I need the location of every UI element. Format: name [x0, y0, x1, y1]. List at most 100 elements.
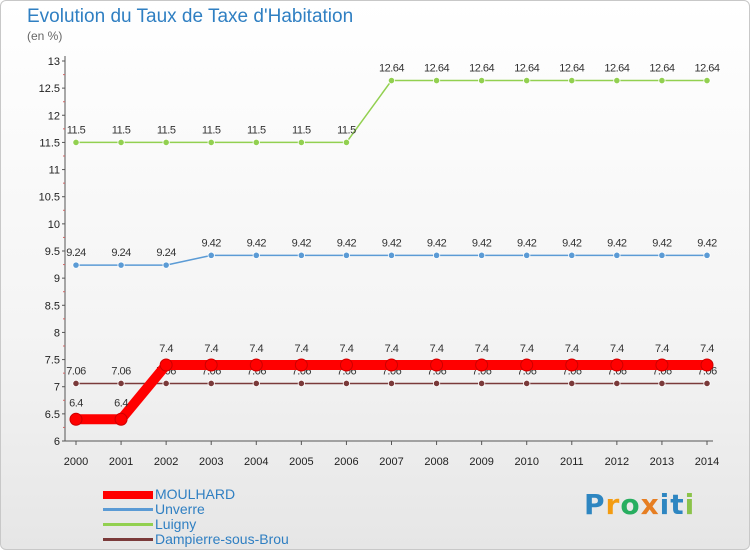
- data-point-2: [162, 138, 170, 147]
- data-label-2: 12.64: [604, 63, 629, 75]
- data-point-2: [432, 76, 441, 85]
- data-point-1: [613, 251, 621, 259]
- data-point-0: [613, 379, 621, 388]
- data-point-2: [523, 76, 531, 85]
- data-point-2: [387, 76, 396, 85]
- data-label-1: 9.42: [517, 237, 537, 249]
- data-point-0: [658, 379, 666, 388]
- data-point-0: [252, 379, 260, 388]
- data-label-1: 9.42: [697, 237, 717, 249]
- data-point-3: [565, 358, 579, 372]
- legend-label: Unverre: [155, 501, 205, 517]
- data-point-1: [658, 251, 666, 259]
- data-point-0: [478, 379, 486, 388]
- x-tick-label: 2007: [379, 456, 403, 468]
- legend-label: MOULHARD: [155, 486, 236, 502]
- data-point-3: [339, 358, 353, 372]
- data-label-0: 7.06: [66, 365, 86, 377]
- data-label-3: 7.4: [385, 343, 399, 355]
- data-point-1: [117, 261, 125, 269]
- data-label-1: 9.42: [202, 237, 222, 249]
- data-label-2: 11.5: [202, 124, 221, 136]
- x-tick-label: 2013: [650, 456, 674, 468]
- chart-title: Evolution du Taux de Taxe d'Habitation: [27, 6, 354, 27]
- x-tick-label: 2012: [605, 456, 629, 468]
- data-point-2: [478, 76, 486, 85]
- data-label-3: 7.4: [159, 343, 173, 355]
- data-label-3: 7.4: [655, 343, 669, 355]
- y-tick-label: 11.5: [39, 137, 60, 149]
- data-label-2: 12.64: [694, 63, 719, 75]
- data-label-3: 7.4: [340, 343, 354, 355]
- data-point-0: [387, 379, 396, 388]
- x-tick-label: 2006: [334, 456, 358, 468]
- data-point-3: [294, 358, 308, 372]
- data-point-1: [162, 261, 170, 269]
- data-label-1: 9.42: [427, 237, 447, 249]
- data-label-2: 12.64: [559, 63, 584, 75]
- y-tick-label: 10.5: [39, 192, 60, 204]
- data-label-2: 11.5: [112, 124, 131, 136]
- data-label-3: 7.4: [700, 343, 714, 355]
- data-point-1: [342, 251, 351, 259]
- data-label-2: 11.5: [157, 124, 176, 136]
- data-point-3: [700, 358, 714, 372]
- data-point-3: [475, 358, 489, 372]
- data-label-3: 7.4: [520, 343, 534, 355]
- data-label-2: 12.64: [379, 63, 404, 75]
- y-tick-label: 12: [48, 110, 60, 122]
- logo-letter: i: [684, 488, 696, 521]
- data-point-3: [69, 412, 83, 426]
- logo-letter: t: [670, 488, 685, 521]
- data-point-3: [430, 358, 444, 372]
- proxiti-logo: Proxiti: [584, 488, 695, 521]
- logo-letter: i: [659, 488, 671, 521]
- data-label-3: 7.4: [475, 343, 489, 355]
- x-tick-label: 2014: [695, 456, 719, 468]
- data-label-2: 12.64: [649, 63, 674, 75]
- data-point-0: [72, 379, 80, 388]
- x-tick-label: 2008: [424, 456, 448, 468]
- y-tick-label: 9.5: [45, 246, 60, 258]
- x-tick-label: 2011: [560, 456, 584, 468]
- logo-letter: o: [620, 488, 641, 521]
- data-label-2: 12.64: [514, 63, 539, 75]
- y-tick-label: 6: [54, 436, 60, 448]
- data-point-0: [162, 379, 170, 388]
- data-label-1: 9.42: [337, 237, 357, 249]
- data-label-1: 9.42: [472, 237, 492, 249]
- y-tick-label: 6.5: [45, 409, 60, 421]
- data-point-2: [207, 138, 215, 147]
- data-label-1: 9.42: [292, 237, 312, 249]
- x-tick-label: 2001: [109, 456, 133, 468]
- data-point-1: [703, 251, 711, 259]
- data-label-1: 9.24: [156, 247, 176, 259]
- data-point-0: [342, 379, 351, 388]
- x-tick-label: 2009: [469, 456, 493, 468]
- legend-swatch: [103, 523, 153, 526]
- data-point-2: [252, 138, 260, 147]
- y-tick-label: 13: [48, 56, 60, 68]
- data-point-1: [523, 251, 531, 259]
- data-label-2: 11.5: [292, 124, 311, 136]
- data-point-1: [387, 251, 396, 259]
- data-point-2: [342, 138, 351, 147]
- y-tick-label: 8.5: [45, 300, 60, 312]
- data-point-3: [520, 358, 534, 372]
- y-tick-label: 11: [49, 165, 60, 177]
- data-label-2: 11.5: [67, 124, 86, 136]
- legend-swatch: [103, 491, 153, 499]
- data-point-0: [568, 379, 576, 388]
- legend-swatch: [103, 538, 153, 541]
- data-point-1: [252, 251, 260, 259]
- x-tick-label: 2004: [244, 456, 268, 468]
- data-label-1: 9.42: [562, 237, 582, 249]
- y-tick-label: 12.5: [39, 83, 60, 95]
- x-tick-label: 2002: [154, 456, 178, 468]
- data-label-1: 9.42: [652, 237, 672, 249]
- data-label-3: 6.4: [114, 397, 128, 409]
- data-point-0: [703, 379, 711, 388]
- data-point-3: [249, 358, 263, 372]
- data-label-2: 11.5: [247, 124, 266, 136]
